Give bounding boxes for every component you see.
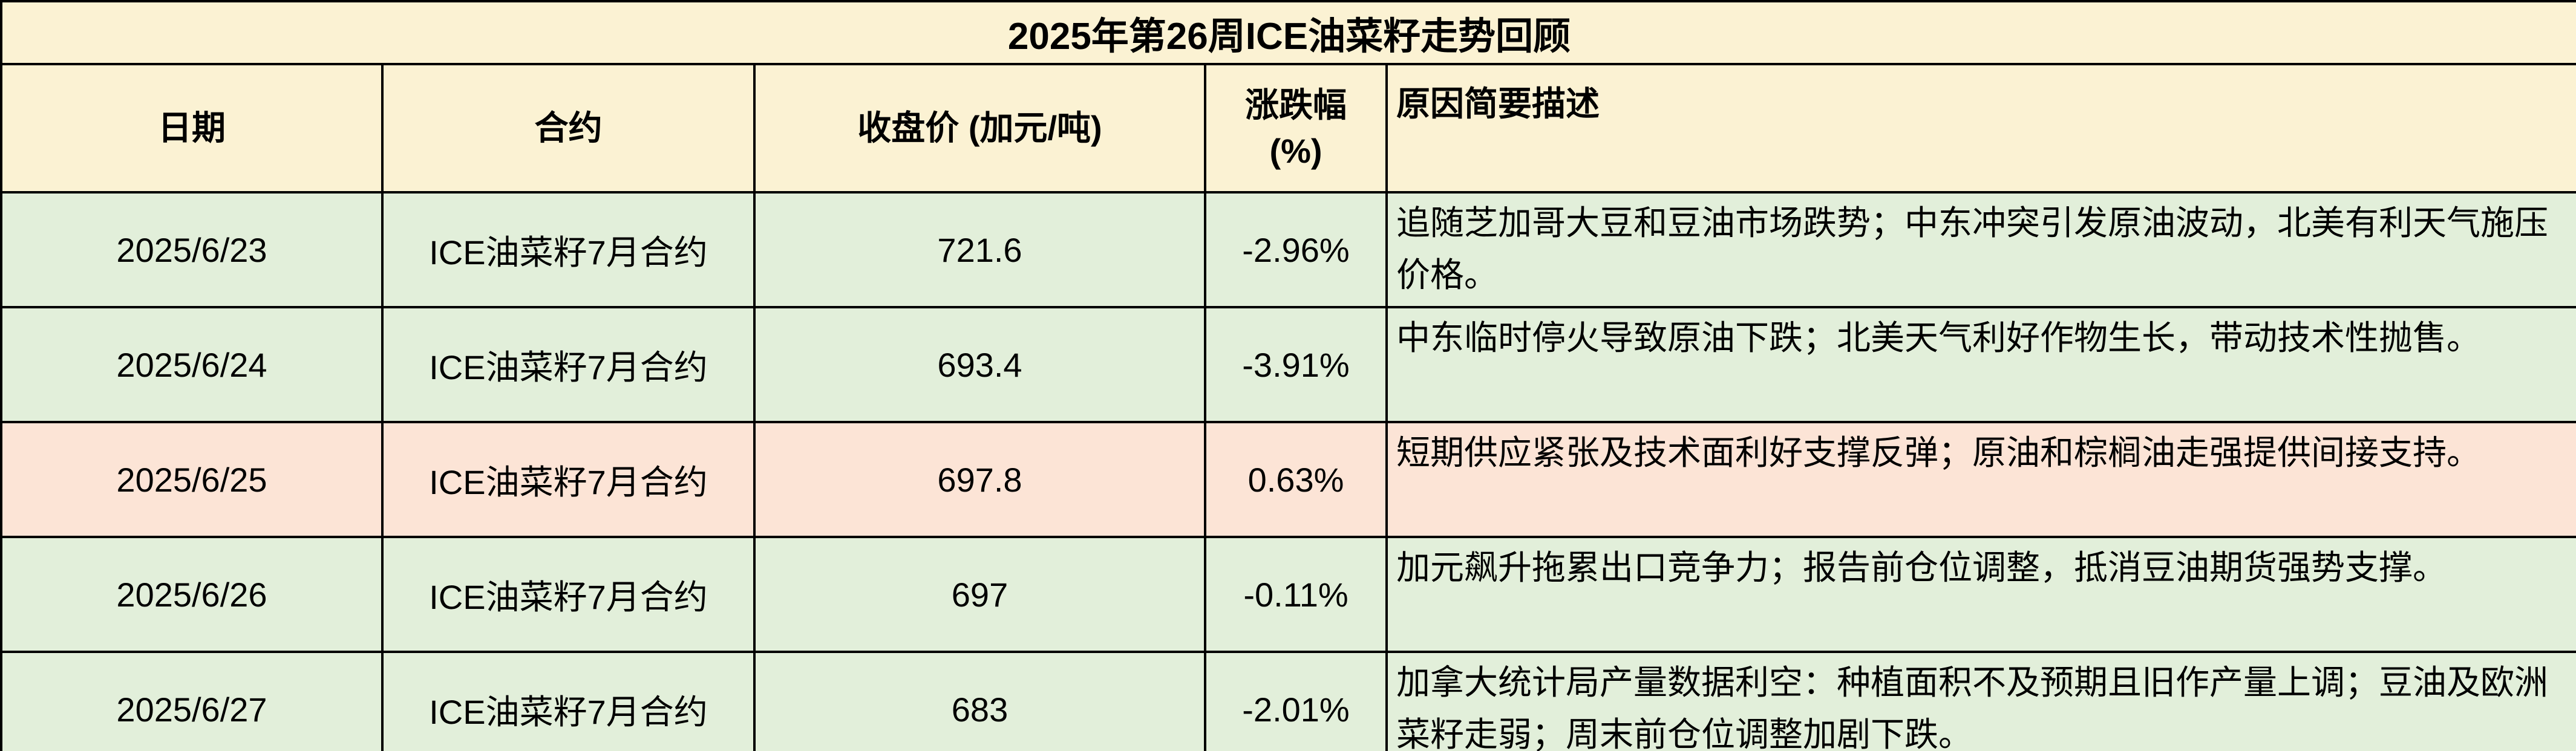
- close-price-cell: 683: [753, 651, 1206, 751]
- contract-cell: ICE油菜籽7月合约: [381, 421, 756, 538]
- table-row: 2025/6/23 ICE油菜籽7月合约 721.6 -2.96% 追随芝加哥大…: [0, 191, 2576, 308]
- contract-cell: ICE油菜籽7月合约: [381, 306, 756, 423]
- header-row: 日期 合约 收盘价 (加元/吨) 涨跌幅 (%) 原因简要描述: [0, 63, 2576, 193]
- reason-cell: 中东临时停火导致原油下跌；北美天气利好作物生长，带动技术性抛售。: [1385, 306, 2576, 423]
- reason-cell: 加元飙升拖累出口竞争力；报告前仓位调整，抵消豆油期货强势支撑。: [1385, 536, 2576, 653]
- date-cell: 2025/6/26: [0, 536, 384, 653]
- date-cell: 2025/6/24: [0, 306, 384, 423]
- date-cell: 2025/6/25: [0, 421, 384, 538]
- contract-cell: ICE油菜籽7月合约: [381, 651, 756, 751]
- table-row: 2025/6/27 ICE油菜籽7月合约 683 -2.01% 加拿大统计局产量…: [0, 651, 2576, 751]
- reason-cell: 短期供应紧张及技术面利好支撑反弹；原油和棕榈油走强提供间接支持。: [1385, 421, 2576, 538]
- change-pct-cell: -3.91%: [1204, 306, 1388, 423]
- close-price-cell: 697.8: [753, 421, 1206, 538]
- table-row: 2025/6/25 ICE油菜籽7月合约 697.8 0.63% 短期供应紧张及…: [0, 421, 2576, 538]
- close-price-cell: 693.4: [753, 306, 1206, 423]
- col-header-contract: 合约: [381, 63, 756, 193]
- reason-cell: 追随芝加哥大豆和豆油市场跌势；中东冲突引发原油波动，北美有利天气施压价格。: [1385, 191, 2576, 308]
- close-price-cell: 697: [753, 536, 1206, 653]
- close-price-cell: 721.6: [753, 191, 1206, 308]
- change-pct-cell: 0.63%: [1204, 421, 1388, 538]
- table-row: 2025/6/26 ICE油菜籽7月合约 697 -0.11% 加元飙升拖累出口…: [0, 536, 2576, 653]
- col-header-close-price: 收盘价 (加元/吨): [753, 63, 1206, 193]
- reason-cell: 加拿大统计局产量数据利空：种植面积不及预期且旧作产量上调；豆油及欧洲菜籽走弱；周…: [1385, 651, 2576, 751]
- change-pct-cell: -2.96%: [1204, 191, 1388, 308]
- col-header-date: 日期: [0, 63, 384, 193]
- table-title: 2025年第26周ICE油菜籽走势回顾: [0, 0, 2576, 65]
- contract-cell: ICE油菜籽7月合约: [381, 191, 756, 308]
- change-pct-cell: -0.11%: [1204, 536, 1388, 653]
- col-header-change-pct: 涨跌幅 (%): [1204, 63, 1388, 193]
- contract-cell: ICE油菜籽7月合约: [381, 536, 756, 653]
- table-row: 2025/6/24 ICE油菜籽7月合约 693.4 -3.91% 中东临时停火…: [0, 306, 2576, 423]
- date-cell: 2025/6/23: [0, 191, 384, 308]
- change-pct-cell: -2.01%: [1204, 651, 1388, 751]
- date-cell: 2025/6/27: [0, 651, 384, 751]
- title-row: 2025年第26周ICE油菜籽走势回顾: [0, 0, 2576, 65]
- col-header-reason: 原因简要描述: [1385, 63, 2576, 193]
